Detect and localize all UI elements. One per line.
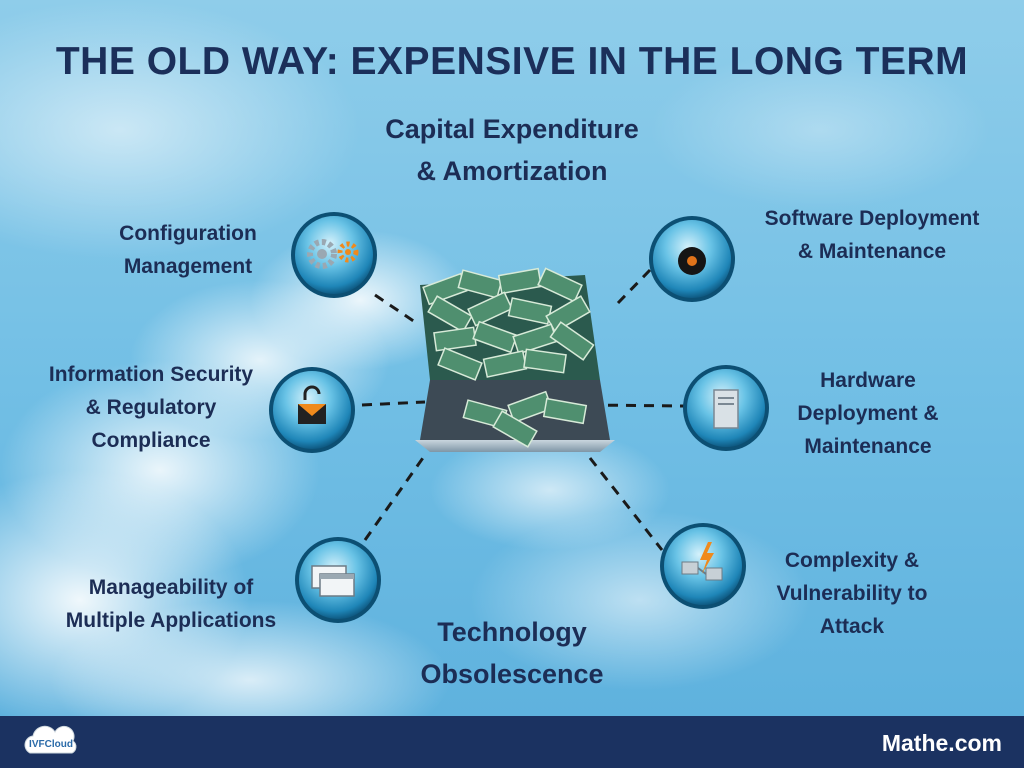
label-configuration-management: Configuration Management bbox=[90, 217, 286, 283]
label-line: Technology bbox=[437, 617, 587, 647]
label-information-security: Information Security & Regulatory Compli… bbox=[26, 358, 276, 457]
orb-security bbox=[269, 367, 355, 453]
label-line: Software Deployment bbox=[764, 207, 980, 230]
label-line: Hardware bbox=[820, 369, 916, 392]
label-line: Information Security bbox=[48, 363, 254, 386]
brand-name[interactable]: Mathe.com bbox=[881, 730, 1002, 756]
orb-hardware bbox=[683, 365, 769, 451]
label-technology-obsolescence: Technology Obsolescence bbox=[382, 611, 642, 695]
label-software-deployment: Software Deployment & Maintenance bbox=[744, 202, 1000, 268]
label-line: & Regulatory bbox=[85, 396, 217, 419]
logo-text: IVFCloud bbox=[29, 739, 73, 750]
orb-complexity bbox=[660, 523, 746, 609]
ivfcloud-logo: IVFCloud bbox=[24, 725, 77, 754]
label-line: Complexity & bbox=[784, 549, 920, 572]
label-line: & Amortization bbox=[416, 156, 608, 186]
label-manageability: Manageability of Multiple Applications bbox=[40, 571, 302, 637]
orb-configuration bbox=[291, 212, 377, 298]
orb-software bbox=[649, 216, 735, 302]
page-title: THE OLD WAY: EXPENSIVE IN THE LONG TERM bbox=[55, 40, 969, 83]
connector-lines bbox=[361, 268, 686, 551]
label-line: Compliance bbox=[91, 429, 211, 452]
label-line: Multiple Applications bbox=[65, 609, 277, 632]
label-capital-expenditure: Capital Expenditure & Amortization bbox=[342, 108, 682, 192]
label-line: Configuration bbox=[119, 222, 257, 245]
footer-bar bbox=[0, 716, 1024, 768]
orb-applications bbox=[295, 537, 381, 623]
label-line: Capital Expenditure bbox=[385, 114, 639, 144]
label-line: & Maintenance bbox=[797, 240, 947, 263]
label-line: Maintenance bbox=[804, 435, 932, 458]
label-line: Attack bbox=[819, 615, 885, 638]
label-line: Obsolescence bbox=[420, 659, 604, 689]
label-line: Deployment & bbox=[797, 402, 939, 425]
label-line: Manageability of bbox=[88, 576, 254, 599]
label-line: Vulnerability to bbox=[776, 582, 928, 605]
label-line: Management bbox=[123, 255, 253, 278]
label-hardware-deployment: Hardware Deployment & Maintenance bbox=[770, 364, 966, 463]
label-complexity: Complexity & Vulnerability to Attack bbox=[750, 544, 954, 643]
laptop-money-illustration bbox=[415, 267, 615, 452]
